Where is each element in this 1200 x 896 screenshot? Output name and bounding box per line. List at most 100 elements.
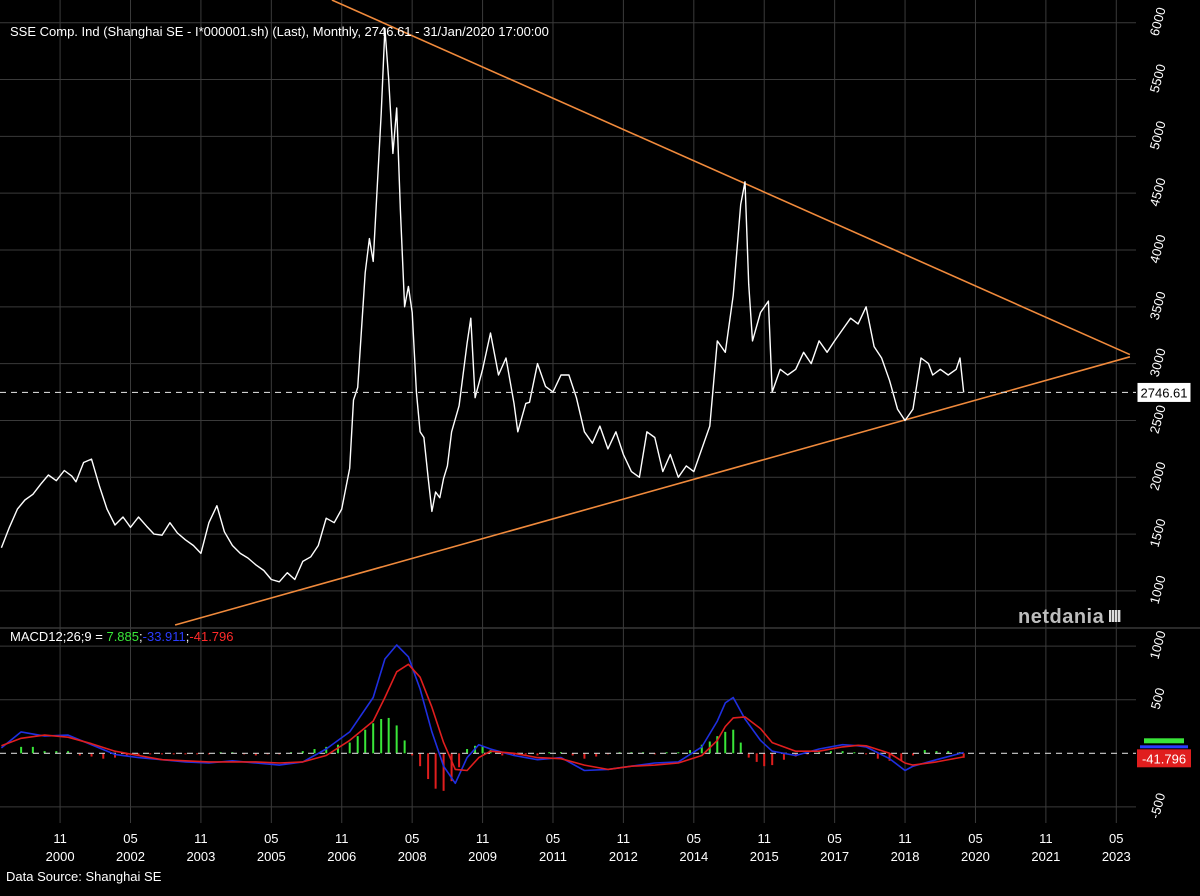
x-tick-month: 05 (687, 831, 701, 846)
macd-y-tick-label: 500 (1148, 686, 1168, 711)
x-tick-month: 11 (335, 831, 349, 846)
logo-grid-icon (1109, 610, 1122, 622)
x-tick-year: 2023 (1102, 849, 1131, 864)
signal-line (1, 663, 964, 772)
x-tick-month: 11 (617, 831, 631, 846)
trendline (331, 0, 1131, 356)
x-tick-year: 2003 (186, 849, 215, 864)
x-tick-year: 2017 (820, 849, 849, 864)
histogram-bar (962, 753, 965, 758)
histogram-bar (771, 753, 774, 766)
histogram-bar (536, 753, 539, 756)
histogram-bar (387, 717, 390, 754)
x-tick-year: 2006 (327, 849, 356, 864)
y-tick-label: 5500 (1147, 62, 1169, 94)
x-tick-year: 2002 (116, 849, 145, 864)
histogram-bar (325, 746, 328, 754)
histogram-bar (356, 736, 359, 754)
histogram-bar (364, 729, 367, 754)
y-tick-label: 1500 (1147, 517, 1169, 549)
histogram-bar (689, 750, 692, 754)
histogram-bar (55, 751, 58, 754)
x-tick-year: 2012 (609, 849, 638, 864)
histogram-bar (853, 752, 856, 754)
x-tick-month: 05 (123, 831, 137, 846)
hist-last-badge (1137, 749, 1191, 768)
x-tick-month: 11 (194, 831, 208, 846)
histogram-bar (829, 751, 832, 754)
histogram-bar (427, 753, 430, 780)
x-tick-month: 11 (1039, 831, 1053, 846)
histogram-bar (149, 753, 152, 755)
histogram-bar (137, 753, 140, 756)
x-tick-year: 2008 (398, 849, 427, 864)
x-tick-year: 2021 (1031, 849, 1060, 864)
histogram-bar (395, 725, 398, 754)
histogram-bar (254, 753, 257, 756)
histogram-bar (411, 753, 414, 756)
histogram-bar (419, 753, 422, 767)
price-line (0, 27, 965, 583)
y-tick-label: 2000 (1147, 460, 1169, 492)
grid-lines (0, 0, 1200, 823)
x-tick-month: 05 (405, 831, 419, 846)
histogram-bar (434, 753, 437, 789)
histogram-bar (43, 751, 46, 754)
histogram-bar (301, 751, 304, 754)
histogram-bar (900, 753, 903, 761)
hist-last-badge-text: -41.796 (1142, 751, 1186, 766)
x-tick-month: 11 (757, 831, 771, 846)
logo-text: netdania (1018, 606, 1105, 628)
histogram-bar (841, 751, 844, 754)
macd-panel (0, 644, 1136, 791)
price-last-badge (1136, 381, 1192, 403)
histogram-bar (747, 753, 750, 758)
histogram-bar (481, 745, 484, 754)
x-tick-month: 05 (546, 831, 560, 846)
histogram-bar (571, 753, 574, 756)
y-tick-label: 4500 (1147, 176, 1169, 208)
x-tick-month: 05 (968, 831, 982, 846)
macd-value: 7.885 (106, 629, 140, 644)
histogram-bar (372, 723, 375, 754)
histogram-bar (524, 753, 527, 755)
histogram-bar (501, 753, 504, 756)
histogram-bar (466, 749, 469, 754)
y-tick-label: 5000 (1147, 119, 1169, 151)
histogram-bar (755, 753, 758, 762)
histogram-bar (403, 740, 406, 754)
y-tick-label: 6000 (1147, 6, 1169, 38)
histogram-bar (380, 718, 383, 754)
macd-line (0, 644, 964, 785)
histogram-bar (559, 752, 562, 754)
histogram-bar (732, 729, 735, 754)
x-tick-month: 11 (476, 831, 490, 846)
hist-value: -41.796 (189, 629, 234, 644)
histogram-bar (160, 753, 163, 755)
histogram-bar (90, 753, 93, 757)
trendlines (174, 0, 1131, 626)
histogram-bar (548, 752, 551, 754)
y-tick-label: 3000 (1147, 347, 1169, 379)
histogram-bar (583, 753, 586, 759)
histogram-bar (207, 753, 210, 755)
histogram-bar (513, 753, 516, 756)
histogram-bar (888, 753, 891, 761)
x-tick-month: 11 (898, 831, 912, 846)
macd-legend-prefix: MACD12;26;9 = (10, 629, 107, 644)
histogram-bar (763, 753, 766, 767)
chart-title: SSE Comp. Ind (Shanghai SE - I*000001.sh… (10, 24, 549, 39)
histogram-bar (336, 744, 339, 754)
histogram-bar (458, 753, 461, 768)
histogram-bar (947, 751, 950, 754)
y-tick-label: 4000 (1147, 233, 1169, 265)
macd-legend: MACD12;26;9 = 7.885;-33.911;-41.796 (10, 629, 234, 644)
histogram-bar (450, 753, 453, 782)
x-tick-month: 05 (827, 831, 841, 846)
histogram-bar (78, 753, 81, 756)
histogram-bar (102, 753, 105, 759)
x-tick-month: 11 (53, 831, 67, 846)
histogram-bar (677, 752, 680, 754)
